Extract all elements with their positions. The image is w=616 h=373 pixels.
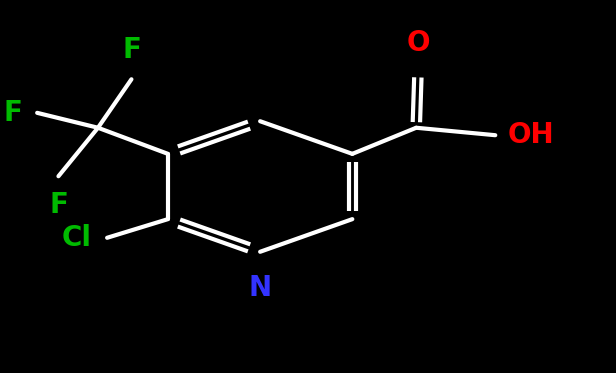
- Text: OH: OH: [508, 121, 554, 149]
- Text: F: F: [3, 99, 22, 127]
- Text: Cl: Cl: [62, 224, 92, 252]
- Text: F: F: [122, 36, 141, 64]
- Text: O: O: [407, 29, 430, 57]
- Text: F: F: [49, 191, 68, 219]
- Text: N: N: [249, 274, 272, 302]
